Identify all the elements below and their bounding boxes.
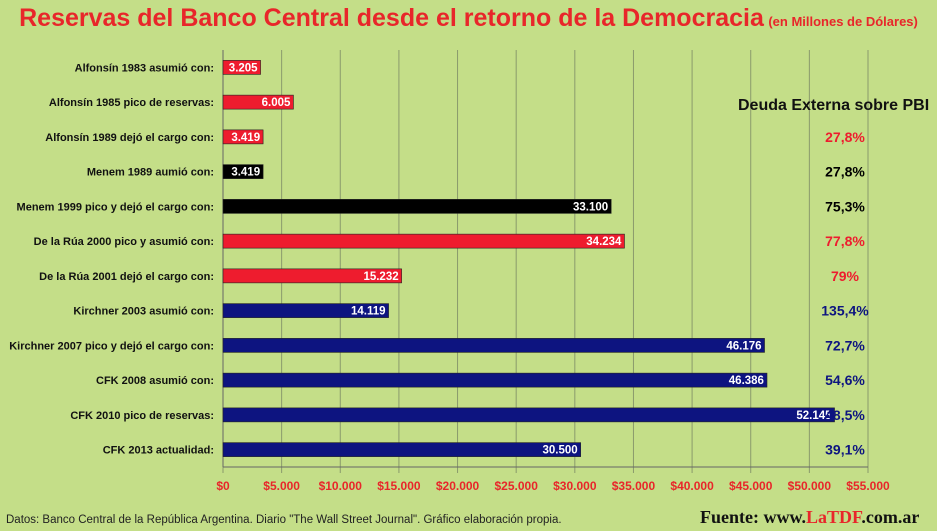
value-label: 3.205	[229, 62, 258, 74]
credit-brand: LaTDF	[806, 507, 862, 527]
bar	[222, 442, 581, 457]
debt-value: 135,4%	[821, 303, 869, 319]
credit-suffix: .com.ar	[861, 507, 920, 527]
x-tick-label: $0	[216, 479, 230, 493]
bar	[222, 94, 294, 110]
category-label: Menem 1989 aumió con:	[87, 167, 214, 179]
bar	[222, 233, 625, 249]
value-label: 34.234	[586, 236, 622, 248]
category-label: CFK 2010 pico de reservas:	[70, 410, 214, 422]
category-label: De la Rúa 2001 dejó el cargo con:	[39, 271, 214, 283]
value-label: 3.419	[231, 132, 260, 144]
category-label: Alfonsín 1983 asumió con:	[75, 62, 214, 74]
value-label: 46.386	[729, 375, 764, 387]
debt-value: 75,3%	[825, 198, 865, 214]
chart-title: Reservas del Banco Central desde el reto…	[0, 4, 937, 33]
x-tick-label: $20.000	[436, 479, 480, 493]
bar	[222, 164, 264, 179]
category-label: Kirchner 2007 pico y dejó el cargo con:	[9, 340, 214, 352]
category-label: Alfonsín 1989 dejó el cargo con:	[45, 132, 214, 144]
category-label: Alfonsín 1985 pico de reservas:	[49, 97, 214, 109]
value-label: 33.100	[573, 201, 608, 213]
bar	[222, 303, 389, 318]
x-tick-label: $45.000	[729, 479, 773, 493]
source-note: Datos: Banco Central de la República Arg…	[6, 514, 562, 526]
x-tick-label: $50.000	[788, 479, 832, 493]
debt-value: 79%	[831, 268, 860, 284]
value-label: 15.232	[363, 271, 398, 283]
category-label: CFK 2008 asumió con:	[96, 375, 214, 387]
debt-value: 77,8%	[825, 233, 865, 249]
bar	[222, 407, 835, 423]
chart-subtitle: (en Millones de Dólares)	[768, 14, 918, 29]
bar	[222, 372, 768, 388]
value-label: 52.145	[796, 410, 832, 422]
x-tick-label: $15.000	[377, 479, 421, 493]
x-tick-label: $30.000	[553, 479, 597, 493]
value-label: 6.005	[262, 97, 291, 109]
credit-prefix: Fuente: www.	[700, 507, 806, 527]
bar	[222, 199, 612, 214]
x-tick-label: $55.000	[846, 479, 890, 493]
bar	[222, 268, 402, 284]
value-label: 30.500	[542, 445, 577, 457]
x-tick-label: $5.000	[263, 479, 300, 493]
x-tick-label: $25.000	[494, 479, 538, 493]
bar	[222, 129, 264, 145]
category-label: CFK 2013 actualidad:	[103, 445, 214, 457]
credit: Fuente: www.LaTDF.com.ar	[700, 507, 919, 528]
debt-value: 72,7%	[825, 337, 865, 353]
x-tick-label: $35.000	[612, 479, 656, 493]
value-label: 3.419	[231, 167, 260, 179]
bar	[222, 60, 261, 75]
chart-title-main: Reservas del Banco Central desde el reto…	[19, 4, 764, 32]
category-label: De la Rúa 2000 pico y asumió con:	[34, 236, 214, 248]
category-label: Menem 1999 pico y dejó el cargo con:	[17, 201, 214, 213]
value-label: 14.119	[351, 306, 386, 318]
category-label: Kirchner 2003 asumió con:	[73, 306, 214, 318]
debt-value: 27,8%	[825, 164, 865, 180]
debt-column-header: Deuda Externa sobre PBI	[738, 97, 930, 114]
bar	[222, 338, 765, 353]
debt-value: 48,5%	[825, 407, 865, 423]
x-tick-label: $10.000	[319, 479, 363, 493]
debt-value: 27,8%	[825, 129, 865, 145]
debt-value: 54,6%	[825, 372, 865, 388]
value-label: 46.176	[726, 340, 761, 352]
debt-value: 39,1%	[825, 442, 865, 458]
x-tick-label: $40.000	[670, 479, 714, 493]
